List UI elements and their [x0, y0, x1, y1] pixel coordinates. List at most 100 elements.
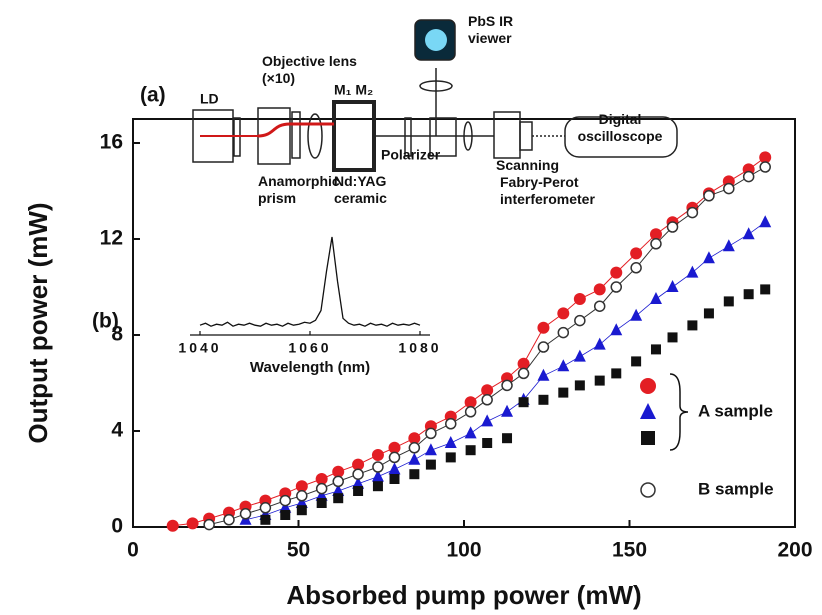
diagram-label: Objective lens (×10)	[262, 53, 357, 86]
x-axis-label: Wavelength (nm)	[250, 359, 370, 376]
marker	[279, 500, 292, 513]
marker	[573, 293, 586, 305]
diagram-label: Digital oscilloscope	[578, 111, 663, 144]
marker	[388, 441, 401, 454]
marker	[280, 510, 291, 520]
marker	[666, 280, 679, 292]
marker	[723, 296, 734, 307]
marker	[332, 475, 344, 488]
marker	[352, 458, 365, 471]
marker	[610, 323, 623, 336]
marker	[537, 321, 550, 334]
diagram-label: Polarizer	[381, 147, 441, 163]
diagram-label: Scanning Fabry-Perot interferometer	[496, 157, 595, 207]
marker	[610, 281, 623, 293]
marker	[424, 443, 437, 456]
marker	[296, 490, 308, 502]
marker	[703, 190, 715, 202]
marker	[352, 476, 365, 489]
marker	[481, 384, 494, 397]
marker	[352, 468, 364, 480]
x-tick-label: 1060	[288, 340, 331, 356]
marker	[464, 406, 477, 418]
marker	[610, 266, 623, 279]
legend-marker	[640, 378, 656, 394]
diagram-label-line: viewer	[468, 30, 512, 46]
x-axis-label: Absorbed pump power (mW)	[286, 580, 641, 610]
y-tick-label: 16	[100, 131, 123, 154]
legend-marker	[640, 403, 656, 419]
marker	[573, 349, 586, 362]
marker	[295, 496, 308, 508]
diagram-label-line: Scanning	[496, 157, 559, 173]
diagram-label-line: (×10)	[262, 70, 295, 86]
marker	[759, 215, 772, 228]
marker	[464, 396, 477, 409]
marker	[259, 502, 272, 514]
diagram-label: Nd:YAG ceramic	[334, 173, 387, 206]
marker	[557, 359, 570, 372]
marker	[389, 474, 400, 484]
marker	[465, 445, 476, 456]
marker	[296, 505, 307, 516]
marker	[649, 228, 662, 241]
marker	[388, 451, 401, 464]
marker	[594, 375, 605, 386]
marker	[650, 344, 661, 355]
legend-brace	[669, 373, 689, 451]
marker	[260, 514, 271, 525]
marker	[425, 459, 436, 470]
marker	[408, 432, 421, 445]
marker	[558, 387, 569, 398]
marker	[464, 426, 477, 439]
diagram-label-line: Anamorphic	[258, 173, 340, 189]
marker	[445, 452, 456, 463]
marker	[649, 292, 662, 304]
marker	[279, 494, 292, 507]
marker	[481, 414, 494, 427]
marker	[517, 367, 530, 380]
panel-label: (b)	[92, 310, 119, 333]
marker	[353, 486, 364, 496]
marker	[481, 394, 493, 406]
marker	[538, 394, 549, 405]
diagram-label-line: Digital	[599, 111, 642, 127]
marker	[537, 368, 550, 381]
marker	[445, 418, 457, 430]
marker	[315, 473, 328, 485]
marker	[743, 289, 754, 300]
diagram-label: PbS IR viewer	[468, 13, 513, 46]
marker	[239, 508, 252, 520]
marker	[482, 438, 493, 448]
y-tick-label: 0	[111, 515, 123, 538]
marker	[593, 337, 606, 350]
marker	[444, 436, 457, 448]
marker	[759, 151, 772, 164]
x-tick-label: 50	[287, 539, 310, 562]
marker	[315, 482, 328, 495]
marker	[371, 449, 384, 461]
x-tick-label: 100	[446, 539, 481, 562]
legend-marker	[640, 482, 656, 498]
marker	[315, 488, 328, 501]
marker	[742, 227, 755, 240]
marker	[372, 481, 383, 492]
marker	[760, 284, 771, 295]
marker	[501, 404, 514, 417]
marker	[333, 493, 344, 504]
marker	[593, 300, 606, 312]
marker	[667, 332, 678, 343]
y-axis-label: Output power (mW)	[23, 202, 53, 443]
legend-label: B sample	[698, 479, 774, 498]
panel-label: (a)	[140, 84, 166, 107]
marker	[722, 239, 735, 252]
marker	[371, 469, 384, 482]
series-line	[199, 236, 421, 327]
marker	[742, 170, 755, 183]
diagram-label: Anamorphic prism	[258, 173, 340, 206]
marker	[186, 517, 199, 530]
marker	[686, 206, 699, 219]
diagram-label-line: Nd:YAG	[334, 173, 386, 189]
marker	[223, 514, 235, 526]
